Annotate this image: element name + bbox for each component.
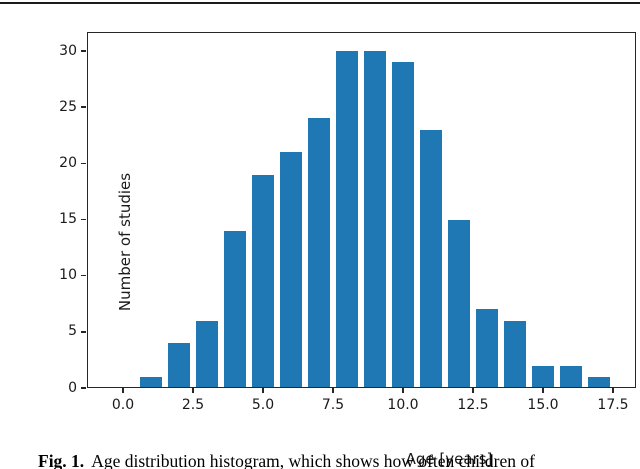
x-tick-label: 15.0 bbox=[527, 397, 559, 413]
x-tick bbox=[402, 388, 404, 393]
x-tick-label: 5.0 bbox=[251, 397, 275, 413]
histogram-bars-layer bbox=[87, 32, 636, 388]
x-tick bbox=[472, 388, 474, 393]
y-tick-label: 0 bbox=[68, 379, 77, 396]
figure-caption-text: Age distribution histogram, which shows … bbox=[91, 451, 535, 469]
histogram-bar-age-6 bbox=[279, 152, 303, 388]
y-tick bbox=[81, 106, 86, 109]
y-tick bbox=[81, 331, 86, 333]
histogram-bar-age-8 bbox=[335, 51, 359, 388]
y-tick-label: 5 bbox=[68, 323, 77, 340]
y-tick bbox=[81, 50, 86, 52]
histogram-bar-age-15 bbox=[531, 365, 555, 388]
histogram-bar-age-5 bbox=[251, 174, 275, 388]
y-tick bbox=[81, 274, 86, 277]
x-tick-label: 7.5 bbox=[321, 397, 345, 413]
x-tick-label: 17.5 bbox=[597, 397, 629, 413]
y-tick-label: 20 bbox=[59, 154, 77, 171]
y-tick-label: 25 bbox=[59, 98, 77, 115]
histogram-bar-age-12 bbox=[447, 219, 471, 388]
y-tick-label: 30 bbox=[59, 42, 77, 59]
histogram-bar-age-2 bbox=[167, 343, 191, 388]
x-tick bbox=[542, 388, 544, 393]
figure-caption: Fig. 1. Age distribution histogram, which… bbox=[38, 451, 640, 469]
histogram-bar-age-3 bbox=[195, 320, 219, 388]
x-tick bbox=[332, 388, 334, 393]
y-tick-label: 15 bbox=[59, 211, 77, 228]
histogram-bar-age-9 bbox=[363, 51, 387, 388]
histogram-bar-age-17 bbox=[587, 376, 611, 388]
histogram-bar-age-11 bbox=[419, 129, 443, 388]
y-tick-label: 10 bbox=[59, 267, 77, 284]
y-tick bbox=[81, 387, 86, 389]
x-tick-label: 12.5 bbox=[457, 397, 489, 413]
figure-caption-label: Fig. 1. bbox=[38, 451, 85, 469]
y-tick bbox=[81, 162, 86, 165]
y-tick bbox=[81, 218, 86, 221]
x-tick bbox=[612, 388, 614, 393]
x-tick-label: 10.0 bbox=[387, 397, 419, 413]
x-tick bbox=[192, 388, 194, 393]
histogram-bar-age-1 bbox=[139, 376, 163, 388]
histogram-bar-age-10 bbox=[391, 62, 415, 388]
x-tick bbox=[122, 388, 124, 393]
histogram-bar-age-14 bbox=[503, 320, 527, 388]
page-divider-rule bbox=[0, 2, 640, 4]
x-tick-label: 2.5 bbox=[181, 397, 205, 413]
histogram-bar-age-16 bbox=[559, 365, 583, 388]
x-tick-label: 0.0 bbox=[111, 397, 135, 413]
histogram-bar-age-4 bbox=[223, 230, 247, 388]
x-tick bbox=[262, 388, 264, 393]
histogram-bar-age-13 bbox=[475, 309, 499, 388]
histogram-bar-age-7 bbox=[307, 118, 331, 388]
